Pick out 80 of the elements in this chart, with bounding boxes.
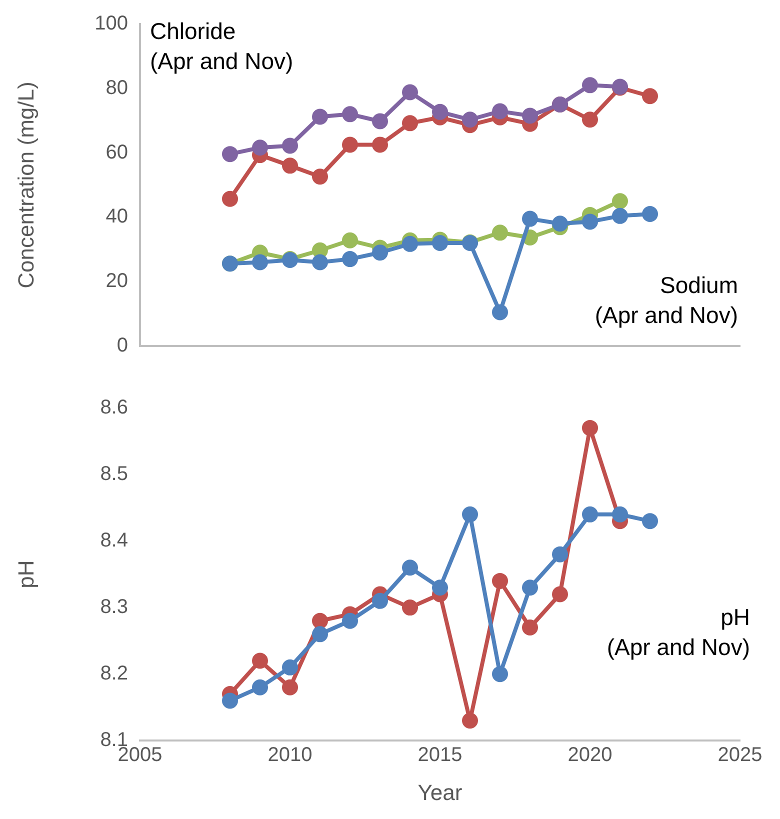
point <box>492 572 508 589</box>
point <box>612 193 628 210</box>
point <box>432 580 448 596</box>
point <box>282 659 298 676</box>
point <box>342 232 358 248</box>
point <box>312 108 328 125</box>
point <box>402 84 418 100</box>
annotation: Chloride (Apr and Nov) <box>150 17 294 76</box>
point <box>312 626 328 642</box>
point <box>492 224 508 241</box>
point <box>342 106 358 122</box>
y-tick-label: 8.5 <box>100 463 128 486</box>
point <box>582 420 598 436</box>
point <box>522 108 538 124</box>
y-tick-label: 100 <box>94 12 128 35</box>
point <box>642 88 658 104</box>
y-tick-label: 0 <box>116 334 128 357</box>
point <box>642 206 658 222</box>
point <box>612 506 628 522</box>
point <box>492 304 508 320</box>
x-tick-label: 2025 <box>718 744 762 766</box>
y-tick-label: 60 <box>106 141 128 164</box>
x-axis-title: Year <box>418 780 462 805</box>
point <box>552 546 568 562</box>
point <box>642 513 658 530</box>
y-tick-label: 20 <box>106 270 128 292</box>
y-axis-title: pH <box>13 560 38 588</box>
point <box>372 136 388 153</box>
point <box>432 104 448 120</box>
point <box>372 244 388 261</box>
y-tick-label: 8.6 <box>100 396 128 419</box>
point <box>342 251 358 268</box>
point <box>462 712 478 729</box>
point <box>432 234 448 251</box>
point <box>552 216 568 232</box>
point <box>402 560 418 576</box>
point <box>402 236 418 252</box>
point <box>282 138 298 154</box>
point <box>552 586 568 602</box>
point <box>582 77 598 94</box>
point <box>222 146 238 162</box>
point <box>582 214 598 230</box>
annotation: Sodium (Apr and Nov) <box>594 271 738 330</box>
point <box>522 620 538 636</box>
y-tick-label: 8.2 <box>100 662 128 685</box>
point <box>492 103 508 120</box>
point <box>462 506 478 522</box>
x-tick-label: 2010 <box>268 744 312 766</box>
point <box>522 210 538 227</box>
point <box>372 592 388 609</box>
point <box>282 158 298 174</box>
point <box>222 190 238 207</box>
point <box>252 254 268 270</box>
point <box>372 113 388 130</box>
annotation: pH (Apr and Nov) <box>606 603 750 662</box>
y-tick-label: 80 <box>106 76 128 99</box>
point <box>582 506 598 522</box>
point <box>282 679 298 696</box>
point <box>312 168 328 185</box>
x-tick-label: 2015 <box>418 744 462 766</box>
point <box>252 140 268 156</box>
x-tick-label: 2020 <box>568 744 612 766</box>
point <box>222 692 238 709</box>
point <box>492 666 508 682</box>
point <box>252 679 268 696</box>
y-tick-label: 8.4 <box>100 530 128 552</box>
point <box>522 580 538 596</box>
point <box>252 652 268 669</box>
point <box>462 112 478 128</box>
point <box>312 254 328 270</box>
point <box>582 112 598 128</box>
point <box>402 115 418 132</box>
point <box>312 612 328 629</box>
point <box>342 136 358 153</box>
y-tick-label: 40 <box>106 206 128 228</box>
point <box>402 600 418 616</box>
y-axis-title: Concentration (mg/L) <box>13 82 38 288</box>
y-tick-label: 8.3 <box>100 596 128 618</box>
point <box>342 612 358 629</box>
point <box>612 208 628 224</box>
